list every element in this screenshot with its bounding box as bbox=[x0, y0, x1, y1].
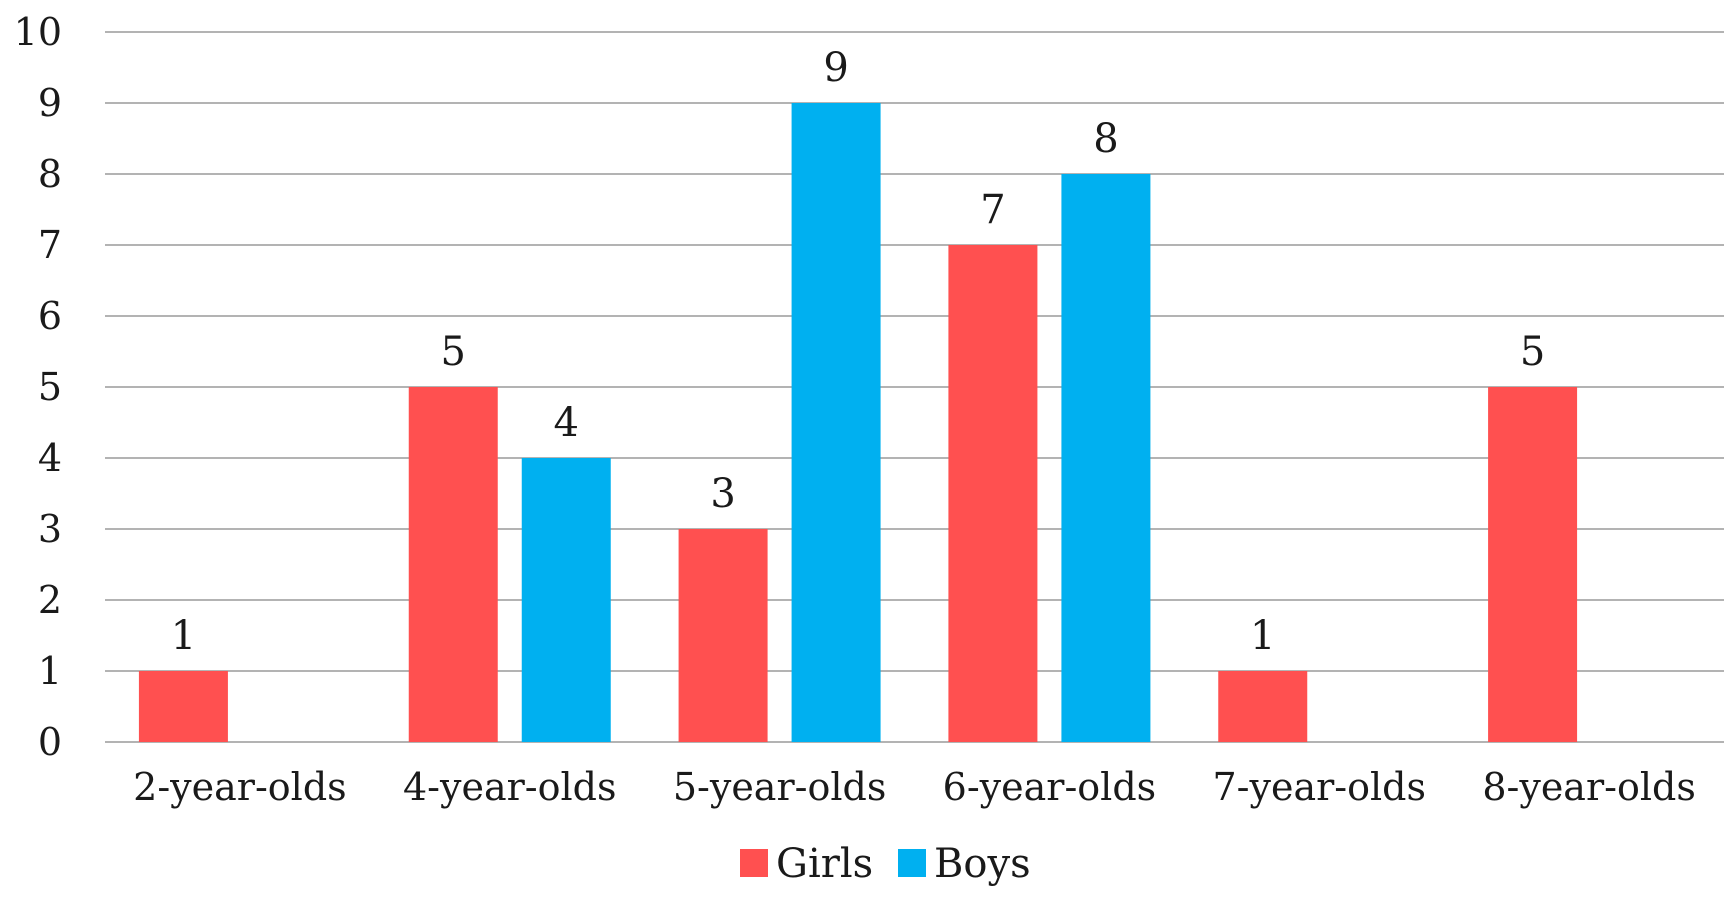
x-category-label: 7-year-olds bbox=[1213, 765, 1427, 809]
x-category-label: 4-year-olds bbox=[403, 765, 617, 809]
y-tick-label: 2 bbox=[38, 578, 62, 622]
x-category-label: 2-year-olds bbox=[133, 765, 347, 809]
data-label-boys: 8 bbox=[1093, 116, 1118, 162]
legend-label-boys: Boys bbox=[934, 841, 1031, 887]
y-tick-label: 9 bbox=[38, 81, 62, 125]
legend-swatch-girls bbox=[740, 849, 768, 877]
bar-girls-5-year-olds bbox=[678, 529, 768, 742]
data-label-girls: 1 bbox=[1250, 613, 1275, 659]
y-tick-label: 10 bbox=[14, 10, 62, 54]
data-label-girls: 5 bbox=[1520, 329, 1545, 375]
data-label-girls: 5 bbox=[441, 329, 466, 375]
data-label-girls: 7 bbox=[980, 187, 1005, 233]
legend-swatch-boys bbox=[898, 849, 926, 877]
y-tick-label: 7 bbox=[38, 223, 62, 267]
bar-girls-4-year-olds bbox=[408, 387, 498, 742]
bar-girls-8-year-olds bbox=[1488, 387, 1578, 742]
y-tick-label: 6 bbox=[38, 294, 62, 338]
y-tick-label: 3 bbox=[38, 507, 62, 551]
x-axis-categories: 2-year-olds 4-year-olds 5-year-olds 6-year-… bbox=[133, 765, 1696, 809]
data-label-boys: 4 bbox=[554, 400, 579, 446]
y-tick-label: 5 bbox=[38, 365, 62, 409]
bar-girls-6-year-olds bbox=[948, 245, 1038, 742]
bars bbox=[138, 103, 1578, 742]
data-label-girls: 1 bbox=[171, 613, 196, 659]
bar-girls-2-year-olds bbox=[138, 671, 228, 742]
gridlines bbox=[105, 31, 1724, 743]
y-tick-label: 4 bbox=[38, 436, 62, 480]
data-label-boys: 9 bbox=[823, 45, 848, 91]
legend-label-girls: Girls bbox=[776, 841, 873, 887]
x-category-label: 5-year-olds bbox=[673, 765, 887, 809]
y-tick-label: 0 bbox=[38, 720, 62, 764]
data-label-girls: 3 bbox=[710, 471, 735, 517]
y-axis-ticks: 0 1 2 3 4 5 6 7 8 9 10 bbox=[14, 10, 62, 764]
y-tick-label: 1 bbox=[38, 649, 62, 693]
x-category-label: 8-year-olds bbox=[1482, 765, 1696, 809]
bar-boys-6-year-olds bbox=[1061, 174, 1151, 742]
bar-boys-4-year-olds bbox=[521, 458, 611, 742]
bar-girls-7-year-olds bbox=[1218, 671, 1308, 742]
x-category-label: 6-year-olds bbox=[943, 765, 1157, 809]
data-labels: 1 5 4 3 9 7 8 1 5 bbox=[171, 45, 1546, 659]
bar-boys-5-year-olds bbox=[791, 103, 881, 742]
legend: Girls Boys bbox=[740, 841, 1031, 887]
y-tick-label: 8 bbox=[38, 152, 62, 196]
